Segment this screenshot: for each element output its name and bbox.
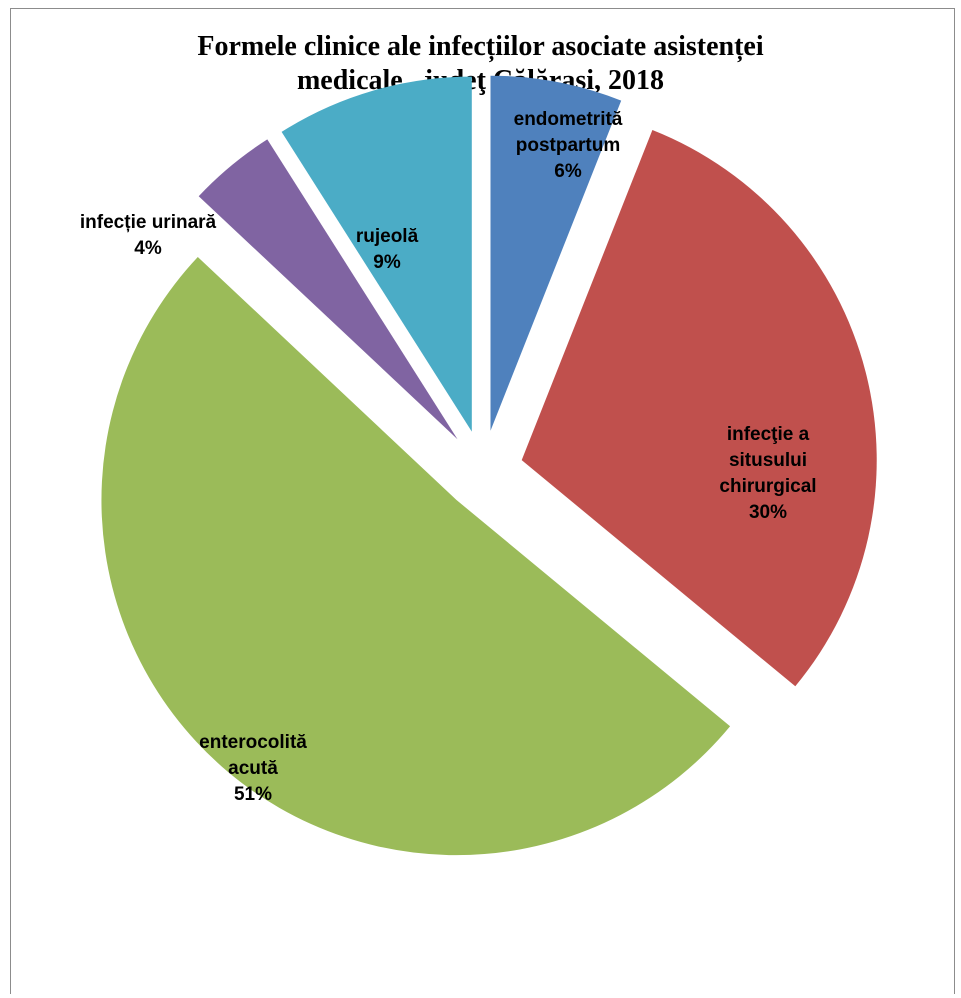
data-label-infectie-urinara: infecție urinară 4% (80, 212, 217, 259)
pie-slice-infectie-urinara (198, 139, 458, 440)
pie-slice-infectie-situs-chirurgical (521, 130, 877, 687)
pie-slice-endometrita-postpartum (490, 75, 622, 431)
data-label-endometrita-postpartum: endometrită postpartum 6% (514, 109, 623, 182)
pie-slice-enterocolita-acuta (101, 257, 731, 856)
data-label-infectie-situs-chirurgical: infecţie a situsului chirurgical 30% (719, 424, 816, 523)
pie-slice-rujeola (281, 76, 472, 432)
data-label-enterocolita-acuta: enterocolită acută 51% (199, 732, 307, 805)
data-label-rujeola: rujeolă 9% (356, 226, 419, 273)
